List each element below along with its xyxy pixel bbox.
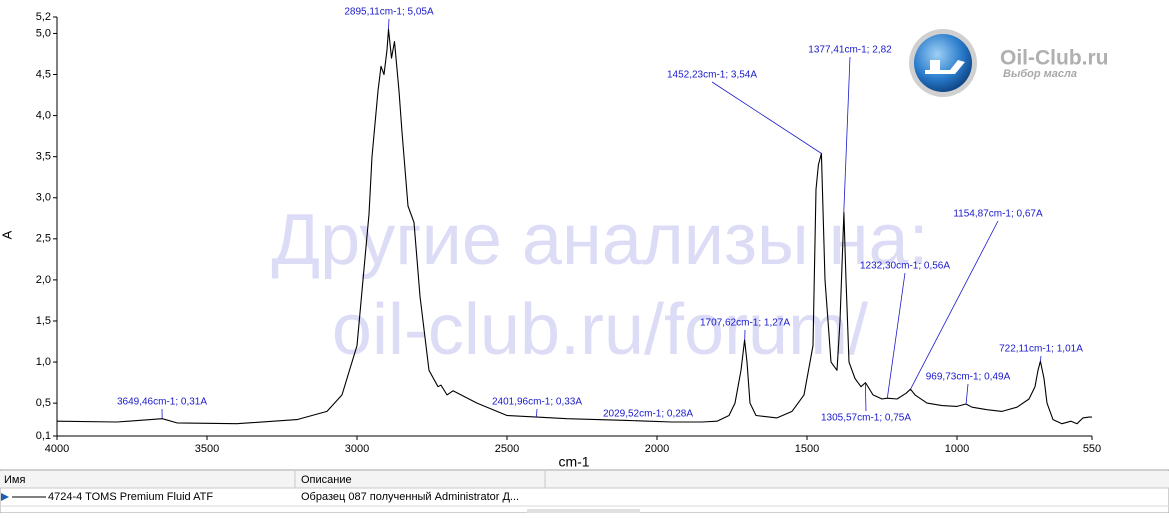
- annotation-label: 3649,46cm-1; 0,31A: [117, 397, 207, 408]
- scrollbar[interactable]: [527, 509, 640, 513]
- x-tick-label: 2000: [645, 443, 669, 455]
- annotation-label: 1707,62cm-1; 1,27A: [700, 318, 790, 329]
- y-tick-label: 5,2: [36, 11, 51, 23]
- annotation-label: 722,11cm-1; 1,01A: [999, 344, 1083, 355]
- x-tick-label: 1000: [945, 443, 969, 455]
- y-tick-label: 2,0: [36, 274, 51, 286]
- y-tick-label: 0,5: [36, 397, 51, 409]
- watermark: Другие анализы на:: [271, 200, 928, 280]
- annotation-label: 1232,30cm-1; 0,56A: [860, 261, 950, 272]
- watermark: oil-club.ru/forum/: [332, 290, 868, 370]
- table-header-cell[interactable]: Описание: [301, 474, 352, 486]
- x-axis-label: cm-1: [558, 454, 589, 470]
- x-tick-label: 1500: [795, 443, 819, 455]
- logo-subtitle: Выбор масла: [1003, 68, 1077, 80]
- annotation-label: 2401,96cm-1; 0,33A: [492, 397, 582, 408]
- table-cell[interactable]: 4724-4 TOMS Premium Fluid ATF: [48, 491, 213, 503]
- y-tick-label: 0,1: [36, 430, 51, 442]
- y-tick-label: 5,0: [36, 27, 51, 39]
- y-tick-label: 4,5: [36, 68, 51, 80]
- annotation-leader: [388, 19, 389, 29]
- y-tick-label: 3,5: [36, 151, 51, 163]
- annotation-label: 1305,57cm-1; 0,75A: [821, 413, 911, 424]
- y-tick-label: 1,0: [36, 356, 51, 368]
- table-header: [0, 471, 1169, 488]
- x-tick-label: 2500: [495, 443, 519, 455]
- logo-title: Oil-Club.ru: [1000, 47, 1109, 70]
- x-tick-label: 3500: [195, 443, 219, 455]
- x-tick-label: 3000: [345, 443, 369, 455]
- x-tick-label: 550: [1083, 443, 1101, 455]
- annotation-label: 969,73cm-1; 0,49A: [926, 372, 1011, 383]
- annotation-label: 2029,52cm-1; 0,28A: [603, 409, 693, 420]
- y-axis-label: A: [0, 230, 14, 239]
- table-header-cell[interactable]: Имя: [4, 474, 25, 486]
- y-tick-label: 4,0: [36, 109, 51, 121]
- y-tick-label: 3,0: [36, 192, 51, 204]
- y-tick-label: 1,5: [36, 315, 51, 327]
- table-cell[interactable]: Образец 087 полученный Administrator Д..…: [301, 491, 519, 503]
- annotation-label: 1154,87cm-1; 0,67A: [953, 209, 1043, 220]
- y-tick-label: 2,5: [36, 233, 51, 245]
- annotation-label: 2895,11cm-1; 5,05A: [344, 7, 434, 18]
- annotation-label: 1377,41cm-1; 2,82: [808, 45, 892, 56]
- x-tick-label: 4000: [45, 443, 69, 455]
- annotation-label: 1452,23cm-1; 3,54A: [667, 70, 757, 81]
